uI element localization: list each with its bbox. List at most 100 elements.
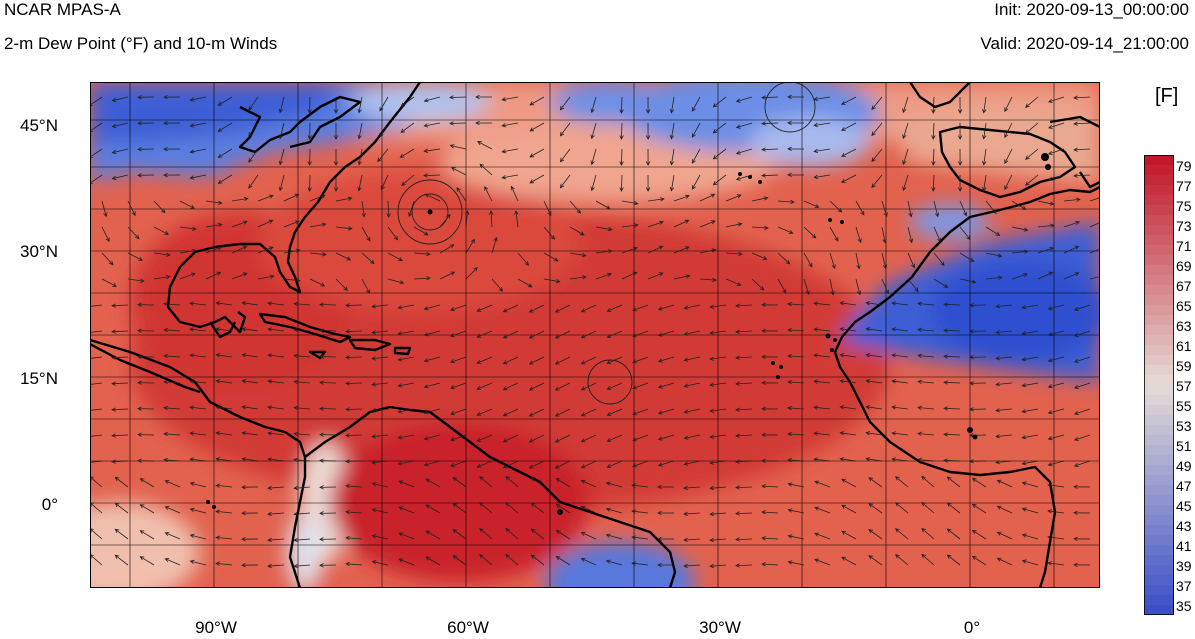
lat-label-45n: 45°N: [20, 116, 58, 135]
wind-arrow: [153, 200, 166, 214]
wind-arrow: [761, 536, 779, 541]
wind-arrow: [371, 508, 389, 514]
wind-arrow: [189, 481, 207, 488]
wind-arrow: [1025, 148, 1039, 160]
wind-arrow: [479, 502, 493, 514]
wind-arrow: [1073, 434, 1091, 441]
wind-arrow: [501, 148, 519, 154]
wind-arrow: [1073, 95, 1091, 100]
wind-arrow: [735, 537, 753, 542]
wind-arrow: [452, 528, 467, 540]
wind-arrow: [761, 432, 779, 438]
wind-arrow: [683, 460, 701, 466]
wind-arrow: [452, 476, 467, 488]
wind-arrow: [1021, 507, 1039, 514]
colorbar-tick-label: 49: [1176, 458, 1192, 474]
wind-arrow: [669, 148, 675, 166]
wind-arrow: [1073, 536, 1091, 542]
wind-arrow: [1073, 330, 1091, 337]
wind-arrow: [423, 148, 441, 153]
wind-arrow: [114, 554, 129, 566]
wind-arrow: [371, 534, 389, 540]
wind-arrow: [982, 174, 987, 192]
wind-arrow: [90, 304, 103, 309]
wind-arrow: [215, 561, 233, 566]
wind-arrow: [969, 329, 987, 334]
wind-arrow: [502, 330, 519, 339]
wind-arrow: [400, 96, 415, 107]
wind-arrow: [137, 302, 155, 307]
wind-arrow: [959, 226, 971, 241]
wind-arrow: [543, 252, 559, 262]
wind-arrow: [895, 554, 909, 566]
wind-arrow: [361, 278, 370, 295]
colorbar-units: [F]: [1155, 85, 1179, 107]
wind-arrow: [735, 122, 753, 129]
wind-arrow: [943, 302, 961, 307]
wind-arrow: [921, 501, 935, 514]
wind-arrow: [413, 276, 431, 281]
wind-arrow: [631, 561, 649, 566]
wind-arrow: [895, 476, 909, 488]
wind-arrow: [1025, 122, 1039, 134]
wind-arrow: [439, 244, 455, 254]
wind-arrow: [995, 460, 1013, 465]
wind-arrow: [829, 200, 843, 213]
colorbar-cell: [1144, 305, 1174, 316]
wind-arrow: [580, 330, 597, 339]
wind-arrow: [164, 558, 181, 566]
wind-arrow: [632, 382, 649, 390]
wind-arrow: [319, 380, 337, 385]
wind-arrow: [865, 379, 883, 384]
wind-arrow: [465, 266, 478, 280]
wind-arrow: [657, 434, 675, 441]
wind-arrow: [735, 148, 753, 155]
wind-arrow: [1073, 484, 1091, 490]
wind-arrow: [345, 355, 363, 360]
wind-arrow: [605, 481, 623, 488]
wind-arrow: [309, 252, 327, 257]
wind-arrow: [189, 353, 207, 358]
wind-arrow: [632, 434, 649, 442]
wind-arrow: [189, 174, 207, 180]
colorbar-cell: [1144, 165, 1174, 176]
wind-arrow: [189, 431, 207, 436]
wind-arrow: [554, 408, 571, 417]
wind-arrow: [580, 460, 597, 469]
wind-arrow: [891, 353, 909, 358]
wind-arrow: [969, 433, 987, 438]
wind-arrow: [1011, 200, 1027, 210]
wind-arrow: [450, 304, 467, 312]
wind-arrow: [839, 379, 857, 384]
wind-arrow: [735, 485, 753, 490]
wind-arrow: [725, 278, 742, 286]
wind-arrow: [917, 327, 935, 333]
wind-arrow: [683, 563, 701, 569]
wind-arrow: [267, 327, 285, 332]
wind-arrow: [868, 477, 883, 488]
wind-arrow: [319, 458, 337, 463]
wind-arrow: [476, 330, 493, 338]
wind-arrow: [868, 529, 883, 540]
wind-arrow: [673, 246, 690, 254]
wind-arrow: [335, 278, 348, 292]
wind-arrow: [111, 303, 129, 308]
wind-arrow: [137, 147, 155, 152]
wind-arrow: [777, 252, 791, 265]
wind-arrow: [699, 220, 716, 228]
colorbar-cell: [1144, 235, 1174, 246]
wind-arrow: [813, 174, 831, 180]
wind-arrow: [127, 226, 140, 240]
colorbar-tick-label: 79: [1176, 158, 1192, 174]
wind-arrow: [399, 148, 415, 158]
wind-arrow: [423, 356, 441, 363]
wind-arrow: [423, 96, 441, 103]
wind-arrow: [868, 503, 883, 514]
wind-arrow: [787, 405, 805, 411]
colorbar-tick-label: 63: [1176, 318, 1192, 334]
wind-arrow: [969, 355, 987, 360]
wind-arrow: [803, 252, 813, 268]
wind-arrow: [943, 432, 961, 437]
wind-arrow: [632, 304, 649, 312]
colorbar-cell: [1144, 455, 1174, 466]
